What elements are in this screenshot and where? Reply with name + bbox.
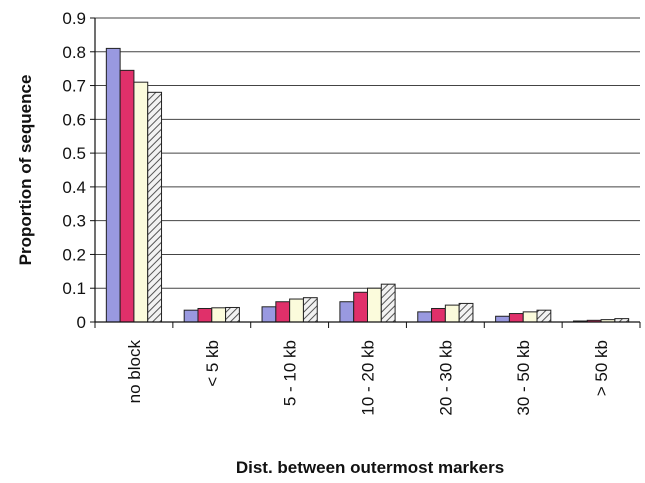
bar — [275, 301, 291, 323]
bar — [522, 311, 538, 323]
bar — [380, 283, 396, 323]
bar — [339, 301, 355, 323]
axes — [94, 18, 641, 328]
x-tick-label: 20 - 30 kb — [436, 340, 455, 416]
bar — [302, 297, 318, 323]
y-tick-label: 0.6 — [62, 110, 86, 129]
y-axis-title: Proportion of sequence — [16, 75, 35, 266]
bar — [417, 311, 433, 323]
bar — [211, 307, 227, 323]
y-tick-label: 0.4 — [62, 178, 86, 197]
y-axis-ticks: 0 0.1 0.2 0.3 0.4 0.5 0.6 0.7 0.8 0.9 — [62, 9, 95, 332]
bar — [225, 306, 240, 323]
bar — [147, 91, 163, 323]
x-axis-labels: no block < 5 kb 5 - 10 kb 10 - 20 kb 20 - 30… — [125, 340, 611, 416]
bar — [105, 47, 121, 323]
bar — [133, 81, 149, 323]
y-tick-label: 0.7 — [62, 77, 86, 96]
x-tick-label: < 5 kb — [203, 340, 222, 387]
bar — [508, 313, 524, 323]
x-tick-label: 10 - 20 kb — [359, 340, 378, 416]
bar — [183, 309, 199, 323]
x-axis-title: Dist. between outermost markers — [236, 458, 504, 477]
bar — [444, 304, 460, 323]
y-tick-label: 0.1 — [62, 279, 86, 298]
bar — [289, 298, 304, 323]
y-tick-label: 0.5 — [62, 144, 86, 163]
bar — [367, 287, 382, 323]
x-tick-label: 30 - 50 kb — [514, 340, 533, 416]
x-tick-label: > 50 kb — [592, 340, 611, 396]
y-tick-label: 0.3 — [62, 212, 86, 231]
bar — [353, 291, 369, 323]
bars — [105, 47, 630, 323]
bar — [458, 302, 474, 323]
bar — [431, 307, 446, 323]
gridlines — [95, 17, 640, 289]
bar — [197, 307, 213, 323]
bar — [119, 69, 135, 323]
x-tick-label: no block — [125, 340, 144, 404]
bar — [495, 315, 510, 323]
bar — [261, 306, 277, 323]
bar — [536, 309, 552, 323]
y-tick-label: 0.2 — [62, 245, 86, 264]
y-tick-label: 0.8 — [62, 43, 86, 62]
y-tick-label: 0.9 — [62, 9, 86, 28]
x-tick-label: 5 - 10 kb — [281, 340, 300, 406]
y-tick-label: 0 — [77, 313, 86, 332]
